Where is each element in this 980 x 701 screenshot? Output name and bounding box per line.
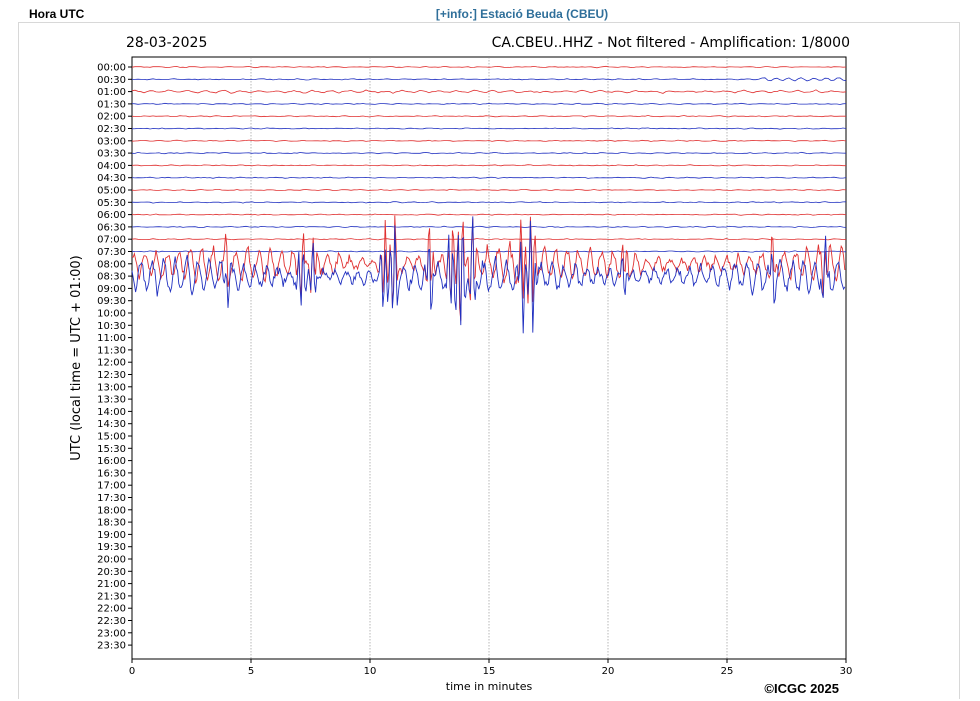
row-label: 03:00 [97,136,126,147]
grid-layer [250,57,728,659]
row-label: 20:30 [97,567,126,578]
seismic-trace-0500 [131,188,847,192]
row-label: 00:30 [97,75,126,86]
row-label: 00:00 [97,63,126,74]
row-label: 07:30 [97,247,126,258]
row-label: 22:30 [97,616,126,627]
seismic-trace-0400 [131,164,846,167]
x-tick-label: 20 [602,666,615,677]
row-label: 13:00 [97,382,126,393]
chart-frame [18,22,960,699]
x-tick-label: 10 [364,666,377,677]
row-label: 01:30 [97,99,126,110]
row-label: 17:00 [97,481,126,492]
x-tick-label: 30 [840,666,853,677]
row-label: 20:00 [97,555,126,566]
row-label: 16:30 [97,468,126,479]
x-tick-label: 5 [248,666,254,677]
row-label: 23:30 [97,641,126,652]
x-tick-label: 25 [721,666,734,677]
row-label: 05:00 [97,186,126,197]
seismic-trace-0800 [131,215,846,321]
row-label: 18:30 [97,518,126,529]
y-axis-label: UTC (local time = UTC + 01:00) [69,255,84,460]
row-label: 19:00 [97,530,126,541]
seismic-trace-0730 [131,250,847,253]
seismic-trace-0230 [131,127,847,130]
seismic-trace-0100 [131,89,847,94]
row-label: 05:30 [97,198,126,209]
row-label: 12:30 [97,370,126,381]
seismic-trace-0630 [131,225,847,228]
seismic-trace-0600 [131,213,847,216]
row-label: 14:00 [97,407,126,418]
row-label: 01:00 [97,87,126,98]
row-label: 02:30 [97,124,126,135]
seismic-trace-0130 [131,102,847,106]
row-label: 06:00 [97,210,126,221]
row-label: 10:30 [97,321,126,332]
row-label: 19:30 [97,542,126,553]
row-label: 21:30 [97,591,126,602]
seismic-trace-0000 [131,65,847,69]
row-label: 03:30 [97,149,126,160]
row-label: 21:00 [97,579,126,590]
seismic-trace-0830 [131,216,846,334]
chart-title-channel: CA.CBEU..HHZ - Not filtered - Amplificat… [492,35,850,51]
hora-utc-label: Hora UTC [29,7,85,21]
chart-title-date: 28-03-2025 [126,35,207,51]
row-label: 04:30 [97,173,126,184]
row-label: 13:30 [97,395,126,406]
row-label: 14:30 [97,419,126,430]
row-label: 02:00 [97,112,126,123]
row-label: 10:00 [97,309,126,320]
x-tick-label: 15 [483,666,496,677]
row-label: 07:00 [97,235,126,246]
seismic-trace-0200 [131,114,847,118]
row-label: 08:30 [97,272,126,283]
row-label: 18:00 [97,505,126,516]
trace-layer [131,65,847,334]
x-tick-label: 0 [129,666,135,677]
row-label: 06:30 [97,222,126,233]
icgc-credit: ©ICGC 2025 [764,681,839,696]
row-label: 16:00 [97,456,126,467]
station-info-link[interactable]: [+info:] Estació Beuda (CBEU) [435,7,609,21]
x-tick-labels: 0 5 10 15 20 25 30 [129,659,853,677]
seismic-trace-0430 [131,176,847,179]
seismic-trace-0700 [131,238,847,241]
x-axis-label: time in minutes [446,680,533,693]
row-label: 09:00 [97,284,126,295]
row-label: 12:00 [97,358,126,369]
row-label: 17:30 [97,493,126,504]
row-label: 22:00 [97,604,126,615]
seismic-trace-0300 [131,139,847,142]
row-label: 09:30 [97,296,126,307]
row-label: 11:30 [97,345,126,356]
row-label: 23:00 [97,628,126,639]
row-label: 11:00 [97,333,126,344]
row-label: 15:00 [97,432,126,443]
row-label: 08:00 [97,259,126,270]
seismic-trace-0030 [131,77,847,82]
seismic-trace-0530 [131,201,847,204]
seismic-trace-0330 [131,151,847,155]
row-label: 04:00 [97,161,126,172]
row-label: 15:30 [97,444,126,455]
